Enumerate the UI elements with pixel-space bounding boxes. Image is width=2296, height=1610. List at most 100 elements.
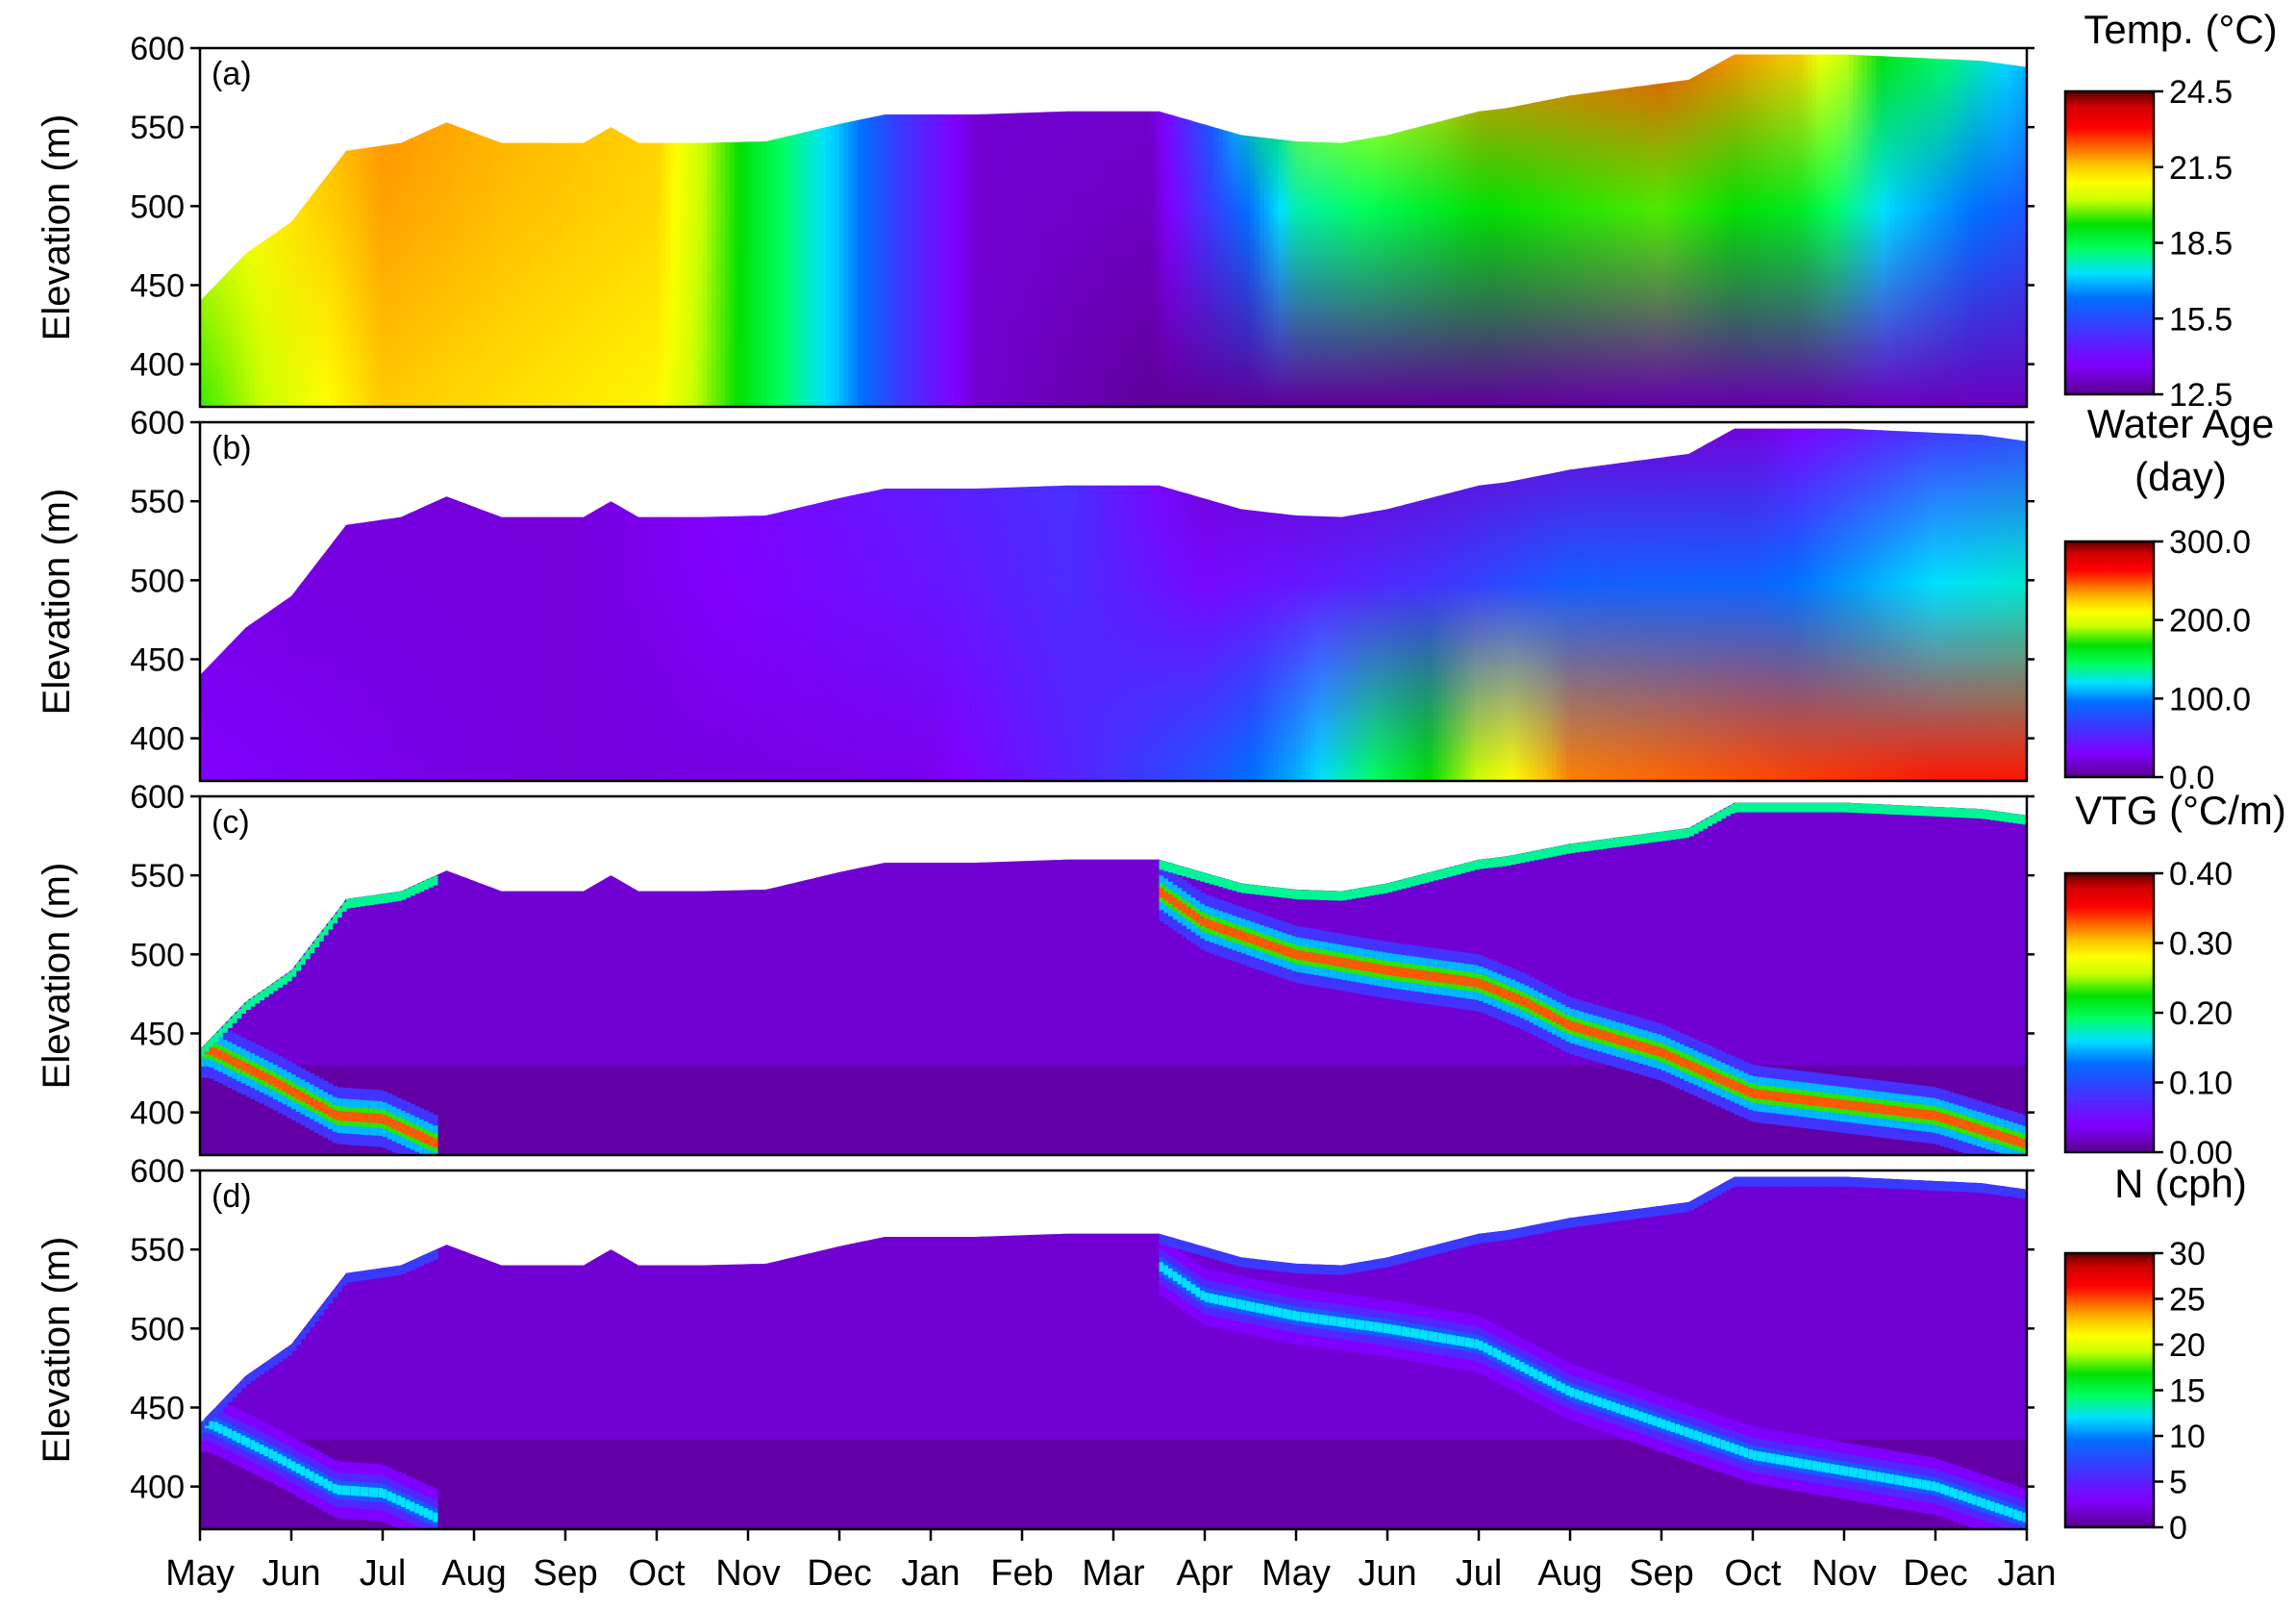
field-column	[496, 428, 502, 781]
field-column	[798, 428, 804, 781]
field-column	[1775, 54, 1782, 407]
thermocline-cell	[1428, 971, 1435, 981]
field-column	[1780, 54, 1785, 407]
field-column	[1761, 54, 1767, 407]
field-column	[1748, 54, 1754, 407]
thermocline-cell	[1245, 933, 1252, 943]
thermocline-cell	[1414, 969, 1420, 979]
thermocline-cell	[1464, 976, 1471, 987]
thermocline-cell	[1483, 1343, 1489, 1353]
thermocline-cell	[1607, 1032, 1612, 1043]
field-column	[1866, 54, 1873, 407]
field-column	[396, 54, 402, 407]
surface-layer-cell	[1419, 874, 1425, 885]
field-column	[1177, 428, 1183, 781]
field-column	[597, 54, 603, 407]
surface-layer-cell	[1424, 1246, 1430, 1257]
thermocline-cell	[1903, 1107, 1909, 1118]
field-column	[1834, 54, 1840, 407]
thermocline-cell	[1236, 1298, 1242, 1309]
surface-layer-cell	[1487, 858, 1493, 868]
field-column	[1140, 54, 1146, 407]
surface-layer-cell	[1816, 1176, 1822, 1187]
field-column	[1638, 428, 1644, 781]
thermocline-cell	[428, 1510, 434, 1521]
field-column	[903, 428, 909, 781]
field-column	[1255, 428, 1260, 781]
field-column	[474, 54, 480, 407]
field-column	[232, 428, 237, 781]
field-column	[1954, 428, 1959, 781]
field-column	[1771, 54, 1777, 407]
thermocline-cell	[1688, 1428, 1694, 1439]
surface-layer-cell	[1428, 1245, 1435, 1256]
thermocline-cell	[1793, 1094, 1800, 1104]
surface-layer-cell	[1999, 812, 2005, 822]
thermocline-cell	[1433, 971, 1438, 982]
x-tick-label: Jul	[360, 1553, 407, 1594]
field-column	[1132, 428, 1137, 781]
field-column	[1592, 428, 1599, 781]
field-column	[848, 54, 854, 407]
thermocline-cell	[355, 1112, 361, 1122]
thermocline-cell	[1419, 1329, 1425, 1340]
colorbar-title: (day)	[2134, 454, 2227, 499]
field-column	[1684, 428, 1690, 781]
field-column	[752, 428, 758, 781]
surface-layer-cell	[1670, 1204, 1676, 1215]
surface-layer-cell	[1830, 1176, 1836, 1187]
surface-layer-cell	[1515, 1228, 1521, 1239]
surface-layer-cell	[1310, 1264, 1315, 1274]
thermocline-cell	[1976, 1497, 1983, 1507]
field-column	[1419, 54, 1425, 407]
field-column	[364, 428, 370, 781]
field-column	[1990, 428, 1996, 781]
surface-layer-cell	[1766, 1176, 1772, 1187]
surface-layer-cell	[1245, 1258, 1252, 1269]
field-column	[953, 54, 960, 407]
field-column	[1565, 54, 1571, 407]
field-column	[1456, 428, 1461, 781]
field-column	[1236, 428, 1242, 781]
field-column	[1931, 54, 1936, 407]
thermocline-cell	[1406, 1327, 1411, 1337]
thermocline-cell	[1652, 1416, 1658, 1426]
thermocline-cell	[1821, 1096, 1827, 1107]
field-column	[803, 54, 809, 407]
surface-layer-cell	[1766, 802, 1772, 813]
field-column	[1839, 54, 1845, 407]
surface-layer-cell	[1483, 1232, 1489, 1243]
surface-layer-cell	[1803, 802, 1809, 813]
field-column	[688, 428, 694, 781]
field-column	[811, 428, 817, 781]
thermocline-cell	[1250, 1301, 1256, 1312]
surface-layer-cell	[1250, 884, 1256, 894]
thermocline-cell	[1542, 1373, 1548, 1384]
thermocline-cell	[1456, 1336, 1461, 1346]
thermocline-cell	[1830, 1464, 1836, 1474]
surface-layer-cell	[1944, 1181, 1950, 1192]
thermocline-cell	[1629, 1408, 1635, 1419]
thermocline-cell	[1972, 1495, 1978, 1505]
thermocline-cell	[423, 1134, 429, 1144]
surface-layer-cell	[1725, 1180, 1731, 1191]
thermocline-cell	[360, 1112, 365, 1122]
thermocline-cell	[263, 1446, 269, 1457]
colorbar-tick-label: 24.5	[2169, 74, 2233, 111]
field-column	[647, 54, 653, 407]
field-column	[1894, 428, 1900, 781]
thermocline-cell	[1305, 951, 1310, 962]
surface-layer-cell	[218, 1027, 224, 1038]
surface-layer-cell	[1816, 802, 1822, 813]
field-column	[1323, 54, 1329, 407]
field-column	[1059, 54, 1064, 407]
thermocline-cell	[1579, 1023, 1585, 1034]
field-column	[1753, 428, 1759, 781]
thermocline-cell	[1318, 1314, 1325, 1324]
field-column	[1328, 54, 1334, 407]
thermocline-cell	[1437, 972, 1443, 983]
surface-layer-cell	[1351, 1263, 1357, 1273]
surface-layer-cell	[1556, 1220, 1562, 1230]
field-column	[232, 54, 237, 407]
